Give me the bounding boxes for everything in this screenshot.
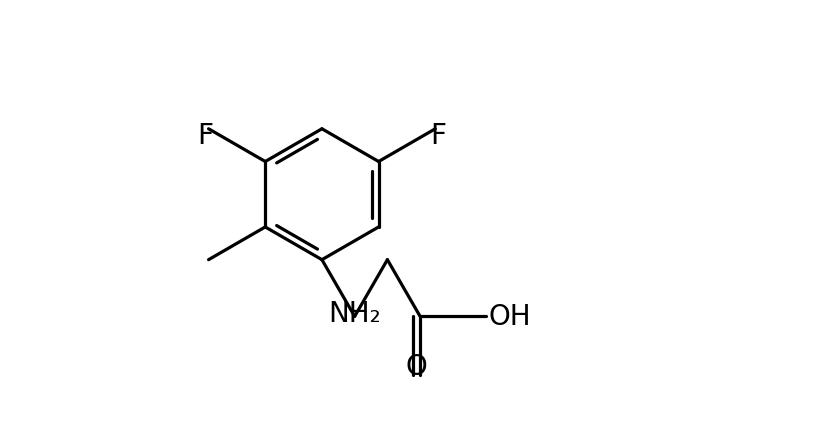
Text: F: F <box>198 122 214 150</box>
Text: O: O <box>406 352 428 380</box>
Text: OH: OH <box>489 302 531 331</box>
Text: NH₂: NH₂ <box>329 299 381 327</box>
Text: F: F <box>430 122 446 150</box>
